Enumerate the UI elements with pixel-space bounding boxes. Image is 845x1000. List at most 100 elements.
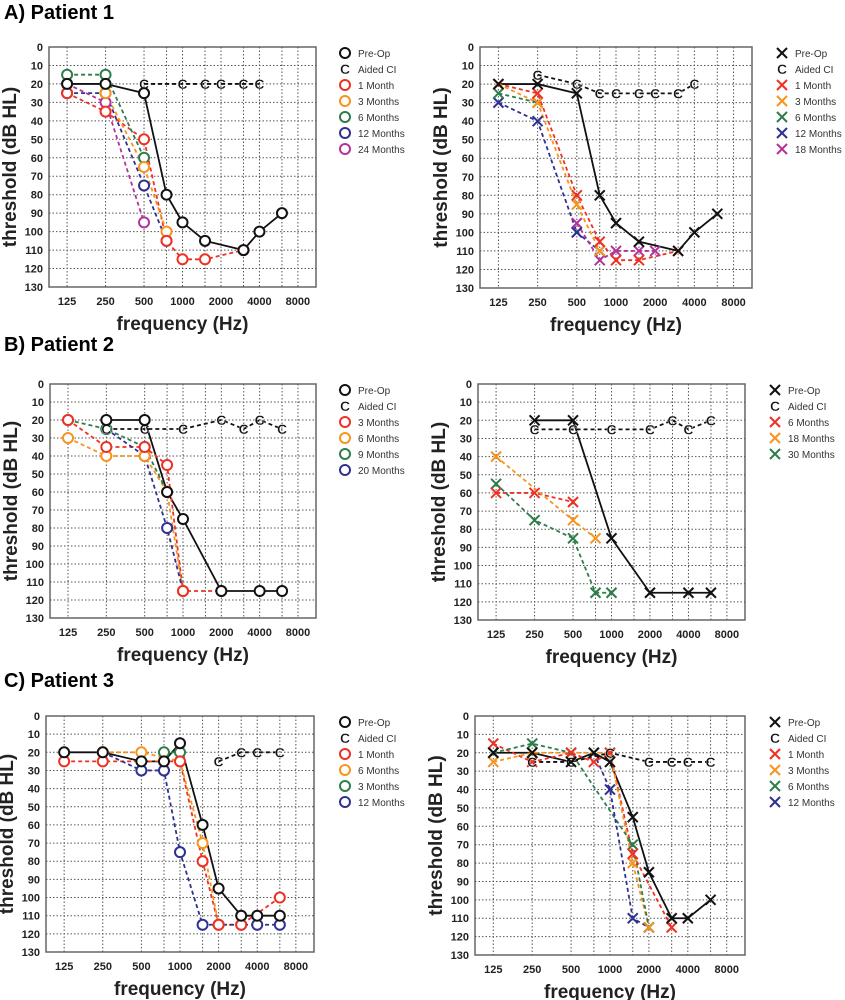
y-tick-label: 110 [26,577,44,589]
y-tick-label: 50 [462,135,474,147]
y-tick-label: 0 [463,711,469,723]
legend-marker: C [777,61,787,77]
svg-text:C: C [255,412,265,428]
x-axis-label: frequency (Hz) [550,315,682,336]
data-point [160,234,173,247]
data-point [571,226,583,239]
y-tick-label: 80 [462,190,474,202]
y-tick-label: 100 [454,561,472,573]
y-tick-label: 20 [457,748,469,760]
data-point [196,837,209,850]
legend-marker [339,111,351,123]
x-tick-label: 250 [528,297,546,309]
data-point [174,755,186,768]
x-tick-label: 1000 [599,629,623,641]
legend-marker [776,79,788,91]
data-point [605,532,618,545]
data-point [567,496,579,508]
data-point [604,756,616,768]
data-point: C [139,76,149,92]
y-tick-label: 20 [32,415,44,427]
legend-marker [339,143,351,155]
data-point [135,755,148,768]
x-tick-label: 125 [59,627,77,639]
data-point: C [606,421,616,437]
data-point [176,253,189,266]
data-point [490,450,502,463]
data-point [531,87,544,100]
data-point: C [139,421,149,437]
x-tick-label: 4000 [676,964,700,976]
data-point: C [216,412,226,428]
svg-text:C: C [216,412,226,428]
y-tick-label: 80 [28,856,40,868]
data-point: C [645,421,655,437]
y-tick-label: 10 [32,397,44,409]
y-tick-label: 120 [22,929,40,941]
y-axis-label: threshold (dB HL) [0,754,18,914]
x-tick-label: 8000 [721,297,745,309]
y-tick-label: 110 [22,911,40,923]
y-tick-label: 80 [460,524,472,536]
y-tick-label: 80 [457,858,469,870]
svg-text:C: C [533,67,543,83]
svg-text:C: C [236,744,246,760]
x-tick-label: 1000 [598,964,622,976]
y-tick-label: 110 [456,246,474,258]
data-point: C [650,85,660,101]
legend-marker [769,748,781,760]
data-point [604,747,616,759]
svg-text:C: C [340,398,350,414]
data-point: C [238,76,248,92]
legend-label: 1 Month [358,81,394,92]
y-tick-label: 90 [28,874,40,886]
legend-label: Pre-Op [795,49,828,60]
data-point [644,587,656,599]
y-axis-label: threshold (dB HL) [429,422,450,582]
y-tick-label: 90 [32,541,44,553]
data-point [174,846,186,859]
data-point [492,87,505,100]
data-point [138,441,151,453]
y-tick-label: 90 [457,876,469,888]
legend-label: Aided CI [358,65,396,76]
legend-label: 18 Months [788,434,835,445]
data-point [665,912,678,924]
x-tick-label: 500 [135,627,153,639]
svg-text:C: C [568,421,578,437]
x-tick-label: 250 [97,627,115,639]
data-point [594,235,606,248]
svg-text:C: C [683,421,693,437]
data-point [526,756,538,768]
x-tick-label: 2000 [209,296,233,308]
series-line-9-months [67,419,168,493]
data-point: C [667,412,677,428]
y-tick-label: 60 [462,153,474,165]
svg-text:C: C [340,730,350,746]
y-tick-label: 30 [31,97,43,109]
data-point: C [275,744,285,760]
data-point [215,585,228,597]
x-axis-label: frequency (Hz) [117,314,249,335]
legend-label: Pre-Op [788,718,821,729]
svg-text:C: C [689,76,699,92]
legend-marker [769,716,781,728]
x-axis-label: frequency (Hz) [117,645,249,666]
data-point: C [216,76,226,92]
svg-text:C: C [770,730,780,746]
legend-label: 6 Months [795,113,836,124]
svg-text:C: C [667,412,677,428]
data-point [275,207,288,220]
data-point [643,866,655,878]
data-point [100,414,113,426]
svg-text:C: C [238,76,248,92]
y-tick-label: 0 [38,379,44,391]
data-point [62,432,75,444]
legend-marker: C [770,730,780,746]
y-tick-label: 40 [457,785,469,797]
x-tick-label: 2000 [643,297,667,309]
legend-marker [769,764,781,776]
data-point [490,487,502,499]
data-point [672,245,684,257]
